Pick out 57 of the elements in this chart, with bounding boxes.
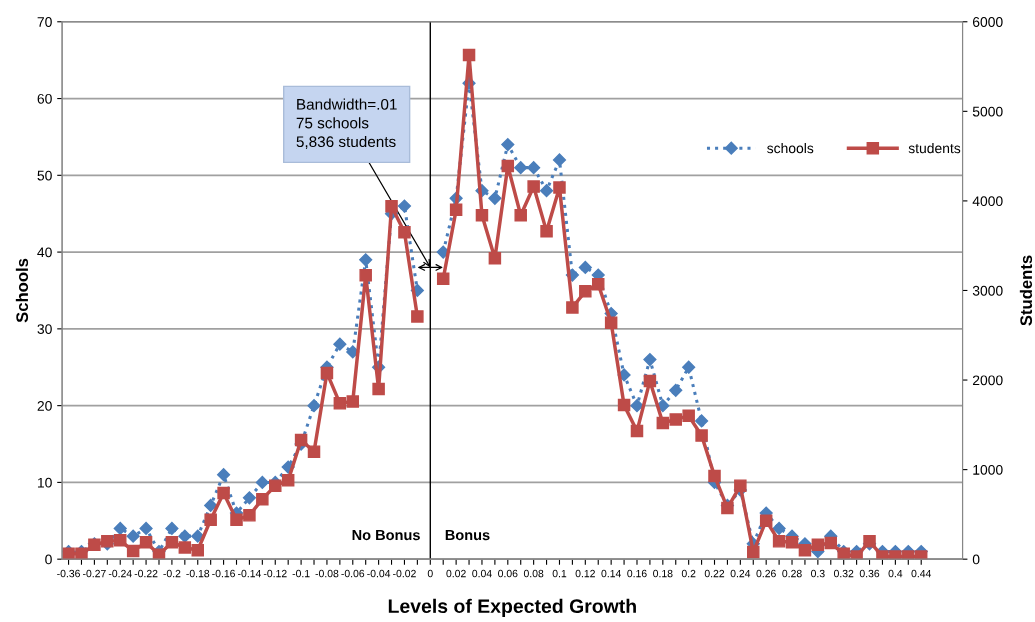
x-tick-label: 0.32	[833, 569, 854, 578]
y-tick-label: 60	[37, 93, 52, 104]
annotation: No Bonus	[352, 530, 420, 541]
y2-tick-label: 2000	[972, 375, 1003, 386]
y2-axis-title: Students	[1019, 255, 1033, 326]
y2-tick-label: 1000	[973, 464, 1003, 475]
x-tick-label: 0.08	[523, 569, 544, 578]
y-tick-label: 10	[37, 477, 52, 488]
x-tick-label: -0.36	[57, 569, 80, 578]
x-tick-label: -0.12	[263, 569, 287, 578]
x-tick-label: 0.26	[756, 569, 776, 578]
x-tick-label: -0.14	[238, 569, 261, 578]
x-tick-label: 0.44	[911, 569, 932, 578]
y2-tick-label: 6000	[972, 17, 1003, 27]
annotation: Bandwidth=.01 75 schools 5,836 students	[296, 98, 397, 149]
y-axis-title: Schools	[15, 258, 29, 323]
x-tick-label: -0.22	[134, 569, 158, 578]
x-tick-label: 0.24	[730, 569, 751, 578]
y-tick-label: 30	[37, 324, 52, 335]
x-tick-label: 0.14	[601, 569, 621, 578]
x-tick-label: 0.12	[575, 569, 595, 578]
x-tick-label: -0.27	[82, 569, 106, 578]
x-tick-label: 0.3	[811, 569, 825, 578]
y-tick-label: 40	[37, 247, 52, 258]
x-tick-label: -0.06	[341, 569, 365, 578]
x-tick-label: 0.4	[888, 569, 903, 578]
x-tick-label: 0.02	[446, 569, 466, 578]
annotation: Bonus	[445, 530, 490, 541]
x-tick-label: 0.18	[653, 569, 673, 578]
x-tick-label: -0.18	[186, 569, 210, 578]
x-tick-label: 0.36	[859, 569, 880, 578]
y2-tick-label: 3000	[972, 285, 1003, 296]
x-tick-label: 0.2	[681, 569, 696, 578]
y-tick-label: 20	[37, 400, 52, 411]
y2-tick-label: 0	[972, 554, 980, 565]
x-tick-label: -0.2	[163, 569, 181, 578]
x-tick-label: -0.1	[292, 569, 310, 578]
y-tick-label: 0	[45, 554, 52, 565]
x-tick-label: 0	[427, 569, 433, 578]
x-tick-label: -0.24	[108, 569, 132, 578]
x-tick-label: 0.22	[704, 569, 725, 578]
y-tick-label: 50	[37, 170, 52, 181]
x-tick-label: -0.16	[212, 569, 235, 578]
x-tick-label: -0.02	[393, 569, 416, 578]
y2-tick-label: 4000	[972, 196, 1003, 207]
x-tick-label: 0.06	[498, 569, 518, 578]
x-tick-label: 0.1	[552, 569, 567, 578]
x-tick-label: 0.28	[782, 569, 802, 578]
x-axis-title: Levels of Expected Growth	[388, 598, 636, 617]
x-tick-label: -0.04	[367, 569, 391, 578]
legend-label: schools	[767, 142, 814, 154]
x-tick-label: 0.16	[627, 569, 647, 578]
y2-tick-label: 5000	[972, 106, 1003, 117]
legend-label: students	[908, 142, 961, 154]
y-tick-label: 70	[37, 17, 52, 27]
x-tick-label: 0.04	[472, 569, 492, 578]
x-tick-label: -0.08	[315, 569, 339, 578]
